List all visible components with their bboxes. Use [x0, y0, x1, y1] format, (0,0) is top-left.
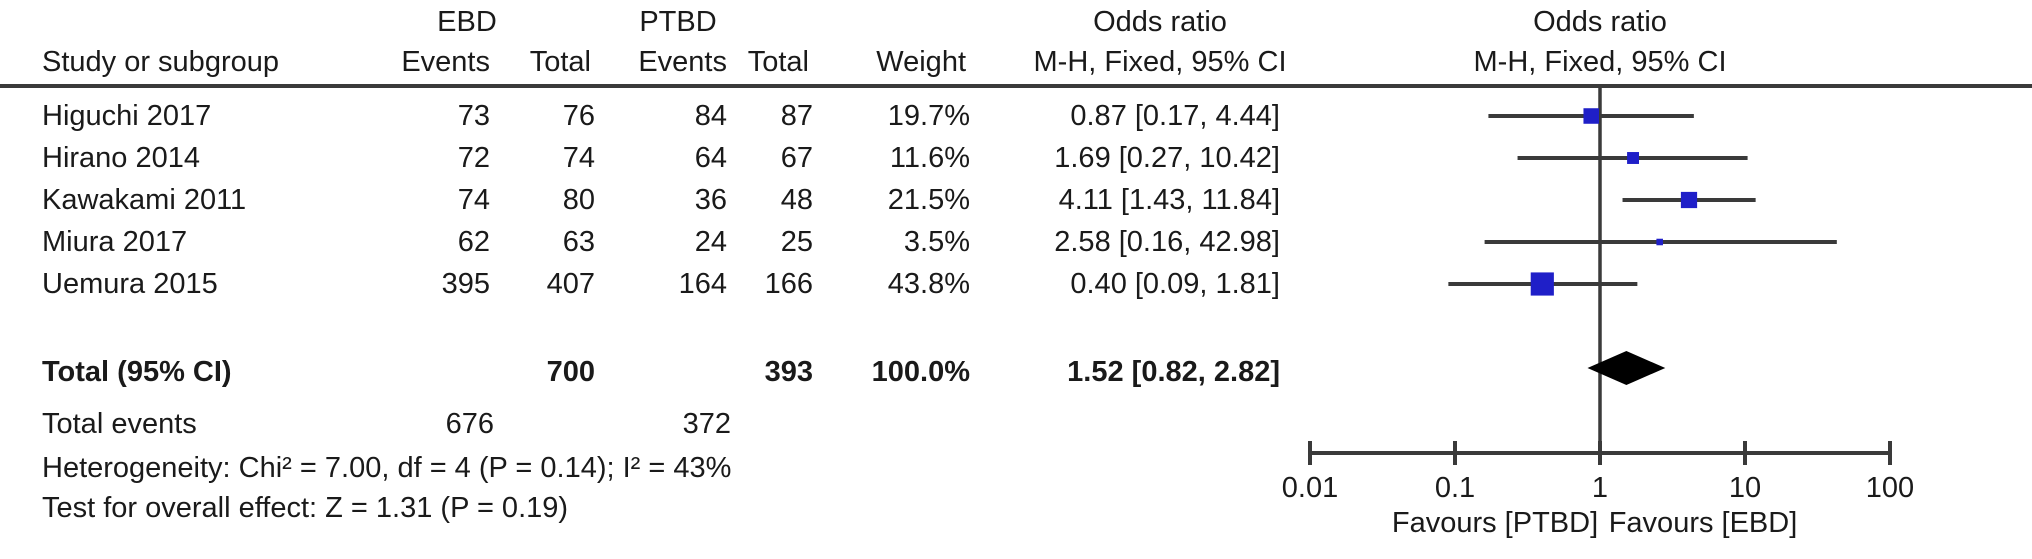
or-ci-cell: 0.40 [0.09, 1.81]: [1070, 268, 1280, 300]
total-events-label: Total events: [42, 408, 197, 440]
group-header-odds-ratio-stat: Odds ratio: [1093, 6, 1227, 38]
group-header-odds-ratio-plot: Odds ratio: [1533, 6, 1667, 38]
weight-cell: 11.6%: [889, 142, 970, 174]
or-ci-cell: 2.58 [0.16, 42.98]: [1054, 226, 1280, 258]
weight-cell: 21.5%: [887, 184, 970, 216]
total-row-ptbd-n: 393: [764, 356, 813, 388]
col-header-ebd-events: Events: [401, 46, 490, 78]
col-header-weight: Weight: [876, 46, 966, 78]
ebd-total-cell: 63: [562, 226, 595, 258]
ptbd-events-cell: 84: [694, 100, 727, 132]
or-ci-cell: 4.11 [1.43, 11.84]: [1058, 184, 1280, 216]
ptbd-total-cell: 166: [764, 268, 813, 300]
study-point-marker: [1583, 108, 1599, 124]
ptbd-total-cell: 87: [780, 100, 813, 132]
ebd-events-cell: 395: [441, 268, 490, 300]
ebd-events-cell: 73: [457, 100, 490, 132]
col-header-ptbd-events: Events: [638, 46, 727, 78]
study-name: Miura 2017: [42, 226, 188, 258]
study-name: Hirano 2014: [42, 142, 200, 174]
ptbd-events-cell: 164: [678, 268, 727, 300]
ebd-total-cell: 407: [546, 268, 595, 300]
group-header-ebd: EBD: [437, 6, 497, 38]
ptbd-total-cell: 25: [780, 226, 813, 258]
or-ci-cell: 1.69 [0.27, 10.42]: [1054, 142, 1280, 174]
overall-effect-text: Test for overall effect: Z = 1.31 (P = 0…: [42, 492, 569, 524]
study-name: Kawakami 2011: [42, 184, 247, 216]
summary-diamond: [1587, 351, 1666, 385]
ptbd-events-cell: 24: [694, 226, 727, 258]
col-header-mh-plot: M-H, Fixed, 95% CI: [1473, 46, 1727, 78]
study-name: Uemura 2015: [42, 268, 218, 300]
ebd-total-cell: 80: [562, 184, 595, 216]
ptbd-events-cell: 36: [694, 184, 727, 216]
weight-cell: 3.5%: [903, 226, 970, 258]
col-header-study: Study or subgroup: [42, 46, 279, 78]
ebd-events-cell: 62: [457, 226, 490, 258]
col-header-mh-stat: M-H, Fixed, 95% CI: [1033, 46, 1287, 78]
total-row-ebd-n: 700: [546, 356, 595, 388]
total-row-or-ci: 1.52 [0.82, 2.82]: [1067, 356, 1280, 388]
ptbd-events-cell: 64: [694, 142, 727, 174]
study-point-marker: [1680, 191, 1698, 209]
group-header-ptbd: PTBD: [639, 6, 717, 38]
total-row-weight: 100.0%: [871, 356, 970, 388]
axis-tick-label: 10: [1729, 472, 1761, 504]
study-point-marker: [1656, 238, 1663, 246]
col-header-ptbd-total: Total: [747, 46, 809, 78]
favours-right-label: Favours [EBD]: [1609, 507, 1798, 539]
col-header-ebd-total: Total: [529, 46, 591, 78]
total-events-ptbd: 372: [682, 408, 731, 440]
ebd-total-cell: 76: [562, 100, 595, 132]
study-name: Higuchi 2017: [42, 100, 212, 132]
total-events-ebd: 676: [445, 408, 494, 440]
total-row-label: Total (95% CI): [42, 356, 232, 388]
ebd-total-cell: 74: [562, 142, 595, 174]
ebd-events-cell: 74: [457, 184, 490, 216]
study-point-marker: [1530, 272, 1554, 296]
ptbd-total-cell: 48: [780, 184, 813, 216]
axis-tick-label: 0.01: [1282, 472, 1338, 504]
study-point-marker: [1627, 152, 1640, 164]
axis-tick-label: 100: [1866, 472, 1914, 504]
favours-left-label: Favours [PTBD]: [1392, 507, 1598, 539]
weight-cell: 43.8%: [887, 268, 970, 300]
ptbd-total-cell: 67: [780, 142, 813, 174]
axis-tick-label: 0.1: [1435, 472, 1475, 504]
or-ci-cell: 0.87 [0.17, 4.44]: [1070, 100, 1280, 132]
ebd-events-cell: 72: [457, 142, 490, 174]
header-separator-line: [0, 84, 2032, 88]
weight-cell: 19.7%: [887, 100, 970, 132]
heterogeneity-text: Heterogeneity: Chi² = 7.00, df = 4 (P = …: [42, 452, 732, 484]
axis-tick-label: 1: [1592, 472, 1608, 504]
